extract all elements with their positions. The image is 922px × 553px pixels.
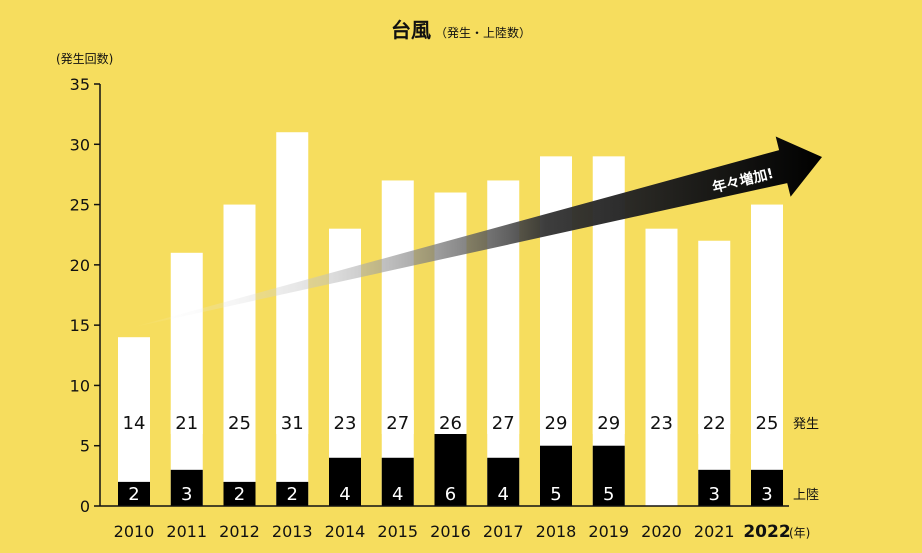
y-tick-label: 5 [80,437,90,456]
y-axis: 0 5 10 15 20 25 30 35 [70,75,101,516]
x-tick-label: 2015 [377,522,418,541]
occurrence-value-label: 14 [123,413,146,434]
landfall-value-label: 4 [392,484,403,505]
occurrence-label-bg [434,410,467,434]
x-axis-unit-label: (年) [789,526,810,540]
y-tick-label: 30 [70,135,90,154]
landfall-value-label: 4 [339,484,350,505]
occurrence-value-label: 22 [703,413,726,434]
x-tick-label: 2020 [641,522,682,541]
occurrence-label-bg [329,410,361,434]
x-tick-label: 2021 [694,522,735,541]
chart-title: 台風 [390,18,431,42]
series-label-occurrence: 発生 [793,417,819,432]
bar-landfall [434,433,467,506]
bar-landfall [170,469,203,506]
landfall-value-label: 3 [181,484,192,505]
occurrence-value-label: 21 [175,413,198,434]
landfall-value-label: 2 [234,484,245,505]
occurrence-label-bg [698,410,731,434]
landfall-value-label: 3 [709,484,720,505]
occurrence-label-bg [540,410,572,434]
landfall-value-label: 3 [761,484,772,505]
landfall-value-label: 2 [287,484,298,505]
bar-landfall [223,481,256,506]
bar-landfall [329,457,361,506]
occurrence-value-label: 25 [228,413,251,434]
bar-landfall [751,469,783,506]
bar-occurrence [751,204,783,507]
x-tick-label: 2022 [743,522,790,542]
x-tick-label: 2014 [325,522,366,541]
y-tick-label: 25 [70,196,90,215]
x-tick-label: 2017 [483,522,524,541]
occurrence-label-bg [487,410,520,434]
occurrence-value-label: 26 [439,413,462,434]
bar-landfall [540,445,572,506]
x-tick-label: 2011 [166,522,207,541]
chart-title-block: 台風 （発生・上陸数） [0,14,922,43]
occurrence-label-bg [170,410,203,434]
occurrence-value-label: 23 [650,413,673,434]
bar-landfall [592,445,625,506]
x-tick-label: 2010 [114,522,155,541]
landfall-value-label: 6 [445,484,456,505]
bar-landfall [381,457,414,506]
series-label-landfall: 上陸 [793,487,819,503]
occurrence-label-bg [118,410,150,434]
x-tick-label: 2013 [272,522,313,541]
occurrence-label-bg [592,410,625,434]
landfall-value-label: 5 [603,484,614,505]
bar-landfall [487,457,520,506]
bar-landfall [118,481,150,506]
occurrence-value-label: 29 [545,413,568,434]
occurrence-label-bg [381,410,414,434]
occurrence-value-label: 27 [492,413,515,434]
bar-landfall [698,469,731,506]
bars-group [118,132,783,507]
landfall-value-label: 4 [498,484,509,505]
bar-occurrence [381,180,414,506]
landfall-value-label: 2 [128,484,139,505]
y-tick-label: 0 [80,497,90,516]
y-tick-label: 10 [70,376,90,395]
bar-occurrence [170,252,203,506]
occurrence-value-label: 27 [386,413,409,434]
y-axis-unit-label: (発生回数) [56,52,114,66]
occurrence-value-label: 29 [597,413,620,434]
occurrence-value-label: 25 [756,413,779,434]
y-tick-label: 35 [70,75,90,94]
x-tick-label: 2012 [219,522,260,541]
occurrence-value-label: 31 [281,413,304,434]
bar-landfall [276,481,309,506]
y-tick-label: 15 [70,316,90,335]
occurrence-label-bg [223,410,256,434]
x-tick-label: 2018 [536,522,577,541]
bar-occurrence [645,228,678,506]
x-tick-label: 2016 [430,522,471,541]
x-axis: 2010 2011 2012 2013 2014 2015 2016 2017 2018 2019… [100,505,810,542]
occurrence-label-bg [276,410,309,434]
bar-occurrence [223,204,256,507]
occurrence-label-bg [751,410,783,434]
bar-occurrence [698,240,731,506]
bar-occurrence [276,132,309,506]
x-tick-label: 2019 [588,522,629,541]
occurrence-label-bg [645,410,678,434]
landfall-value-label: 5 [550,484,561,505]
occurrence-value-label: 23 [334,413,357,434]
chart-subtitle: （発生・上陸数） [434,26,531,40]
y-tick-label: 20 [70,256,90,275]
